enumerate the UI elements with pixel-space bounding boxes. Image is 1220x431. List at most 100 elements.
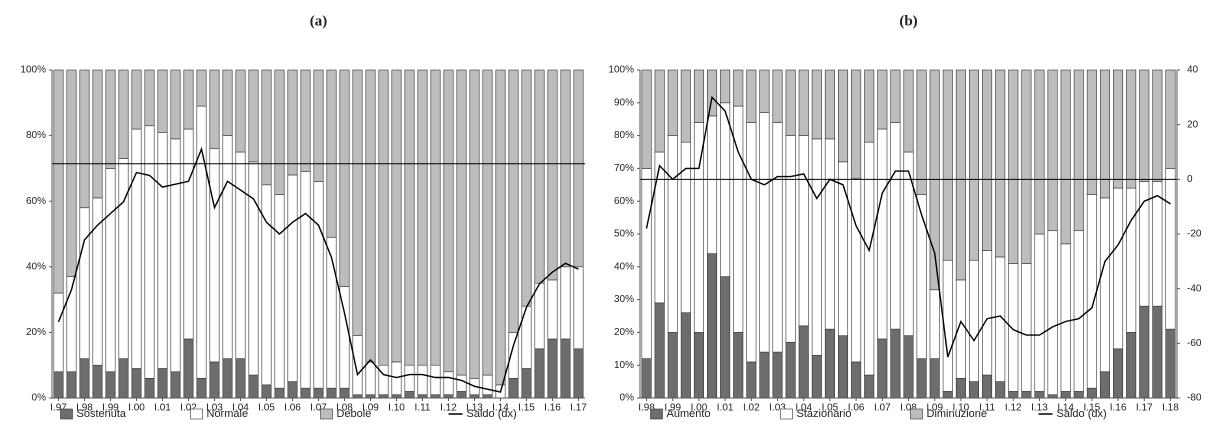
- bar-segment: [641, 69, 652, 169]
- bar-segment: [404, 69, 415, 366]
- x-tick-label: I.00: [128, 403, 145, 414]
- bar-segment: [417, 364, 428, 396]
- bar-segment: [235, 358, 246, 399]
- bar-segment: [1165, 168, 1176, 330]
- legend-label: Aumento: [667, 408, 711, 420]
- bar-segment: [443, 69, 454, 373]
- bar-segment: [209, 148, 220, 363]
- bar-segment: [680, 69, 691, 143]
- x-tick-label: I.12: [440, 403, 457, 414]
- legend-swatch: [190, 408, 203, 420]
- bar-segment: [733, 332, 744, 399]
- bar-segment: [1152, 181, 1163, 307]
- bar-segment: [1126, 69, 1137, 189]
- legend-swatch: [650, 408, 663, 420]
- y2-tick-label: 40: [1187, 65, 1199, 76]
- legend-label: Diminuzione: [927, 408, 988, 420]
- bar-segment: [746, 361, 757, 399]
- legend-swatch: [780, 408, 793, 420]
- bar-segment: [66, 371, 77, 399]
- bar-segment: [1034, 233, 1045, 392]
- x-tick-label: I.05: [822, 403, 839, 414]
- bar-segment: [1021, 263, 1032, 392]
- x-tick-label: I.01: [717, 403, 734, 414]
- bar-segment: [261, 384, 272, 399]
- bar-segment: [733, 69, 744, 107]
- bar-segment: [654, 151, 665, 304]
- bar-segment: [824, 69, 835, 140]
- x-tick-label: I.06: [848, 403, 865, 414]
- x-tick-label: I.99: [102, 403, 119, 414]
- bar-segment: [157, 132, 168, 369]
- bar-segment: [995, 381, 1006, 399]
- x-tick-label: I.00: [691, 403, 708, 414]
- bar-segment: [365, 69, 376, 363]
- bar-segment: [274, 69, 285, 195]
- bar-segment: [183, 69, 194, 130]
- bar-segment: [365, 361, 376, 396]
- x-tick-label: I.16: [544, 403, 561, 414]
- bar-segment: [877, 338, 888, 399]
- legend-label: Stazionario: [797, 408, 852, 420]
- x-tick-label: I.98: [76, 403, 93, 414]
- saldo-line: [645, 95, 1171, 358]
- bar-segment: [66, 69, 77, 277]
- bar-segment: [209, 361, 220, 399]
- bar-segment: [968, 381, 980, 399]
- x-tick-label: I.03: [769, 403, 786, 414]
- bar-segment: [235, 69, 246, 153]
- bar-segment: [183, 338, 194, 399]
- bar-segment: [1073, 230, 1084, 392]
- bar-segment: [746, 122, 757, 363]
- bar-segment: [79, 358, 90, 399]
- x-tick-label: I.10: [388, 403, 405, 414]
- bar-segment: [170, 371, 181, 399]
- y-tick-label: 100%: [20, 65, 46, 76]
- bar-segment: [131, 368, 142, 399]
- bar-segment: [1047, 230, 1058, 396]
- x-tick-label: I.07: [310, 403, 327, 414]
- bar-segment: [1139, 305, 1150, 399]
- bar-segment: [837, 69, 849, 163]
- bar-segment: [417, 69, 428, 366]
- bar-segment: [547, 69, 558, 281]
- bar-segment: [864, 374, 875, 399]
- bar-segment: [759, 112, 770, 353]
- y2-tick-label: -80: [1187, 393, 1202, 404]
- bar-segment: [248, 374, 259, 399]
- bar-segment: [495, 69, 506, 386]
- bar-segment: [573, 266, 584, 350]
- x-tick-label: I.99: [664, 403, 681, 414]
- bar-segment: [196, 378, 207, 399]
- x-tick-label: I.09: [926, 403, 943, 414]
- bar-segment: [521, 69, 532, 307]
- y-tick-label: 0%: [32, 393, 47, 404]
- bar-segment: [942, 69, 953, 261]
- bar-segment: [1113, 348, 1124, 399]
- bar-segment: [404, 364, 415, 392]
- bar-segment: [105, 371, 116, 399]
- bar-segment: [313, 387, 324, 399]
- bar-segment: [1113, 69, 1124, 189]
- bar-segment: [667, 135, 678, 333]
- x-tick-label: I.18: [1162, 403, 1179, 414]
- bar-segment: [326, 387, 337, 399]
- bar-segment: [798, 69, 809, 136]
- bar-segment: [560, 69, 571, 268]
- bar-segment: [131, 128, 142, 369]
- bar-segment: [1073, 391, 1084, 399]
- bar-segment: [746, 69, 757, 123]
- x-tick-label: I.12: [1005, 403, 1022, 414]
- bar-segment: [707, 69, 718, 117]
- x-tick-label: I.04: [232, 403, 249, 414]
- bar-segment: [196, 105, 207, 379]
- bar-segment: [352, 69, 363, 336]
- bar-segment: [209, 69, 220, 150]
- bar-segment: [864, 69, 875, 143]
- bar-segment: [916, 69, 927, 195]
- bar-segment: [443, 371, 454, 396]
- y2-tick-label: -20: [1187, 229, 1202, 240]
- bar-segment: [693, 332, 704, 399]
- bar-segment: [982, 250, 993, 376]
- bar-segment: [1086, 69, 1097, 195]
